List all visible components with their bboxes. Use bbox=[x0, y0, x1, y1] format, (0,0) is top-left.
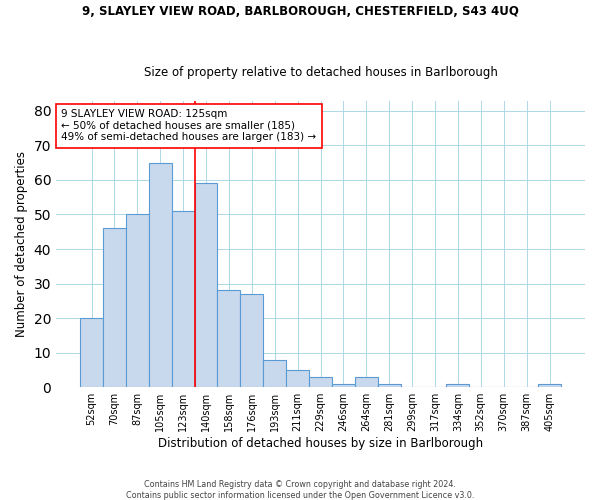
Title: Size of property relative to detached houses in Barlborough: Size of property relative to detached ho… bbox=[143, 66, 497, 78]
Bar bbox=[355, 377, 378, 387]
Bar bbox=[103, 228, 126, 387]
Bar bbox=[172, 211, 194, 387]
Bar bbox=[309, 377, 332, 387]
Bar bbox=[538, 384, 561, 387]
Bar bbox=[217, 290, 241, 387]
Bar bbox=[194, 184, 217, 387]
Bar bbox=[378, 384, 401, 387]
Text: Contains HM Land Registry data © Crown copyright and database right 2024.
Contai: Contains HM Land Registry data © Crown c… bbox=[126, 480, 474, 500]
X-axis label: Distribution of detached houses by size in Barlborough: Distribution of detached houses by size … bbox=[158, 437, 483, 450]
Bar bbox=[332, 384, 355, 387]
Bar bbox=[263, 360, 286, 387]
Bar bbox=[126, 214, 149, 387]
Text: 9, SLAYLEY VIEW ROAD, BARLBOROUGH, CHESTERFIELD, S43 4UQ: 9, SLAYLEY VIEW ROAD, BARLBOROUGH, CHEST… bbox=[82, 5, 518, 18]
Text: 9 SLAYLEY VIEW ROAD: 125sqm
← 50% of detached houses are smaller (185)
49% of se: 9 SLAYLEY VIEW ROAD: 125sqm ← 50% of det… bbox=[61, 109, 316, 142]
Bar bbox=[80, 318, 103, 387]
Bar bbox=[286, 370, 309, 387]
Bar bbox=[241, 294, 263, 387]
Y-axis label: Number of detached properties: Number of detached properties bbox=[15, 151, 28, 337]
Bar bbox=[446, 384, 469, 387]
Bar bbox=[149, 162, 172, 387]
